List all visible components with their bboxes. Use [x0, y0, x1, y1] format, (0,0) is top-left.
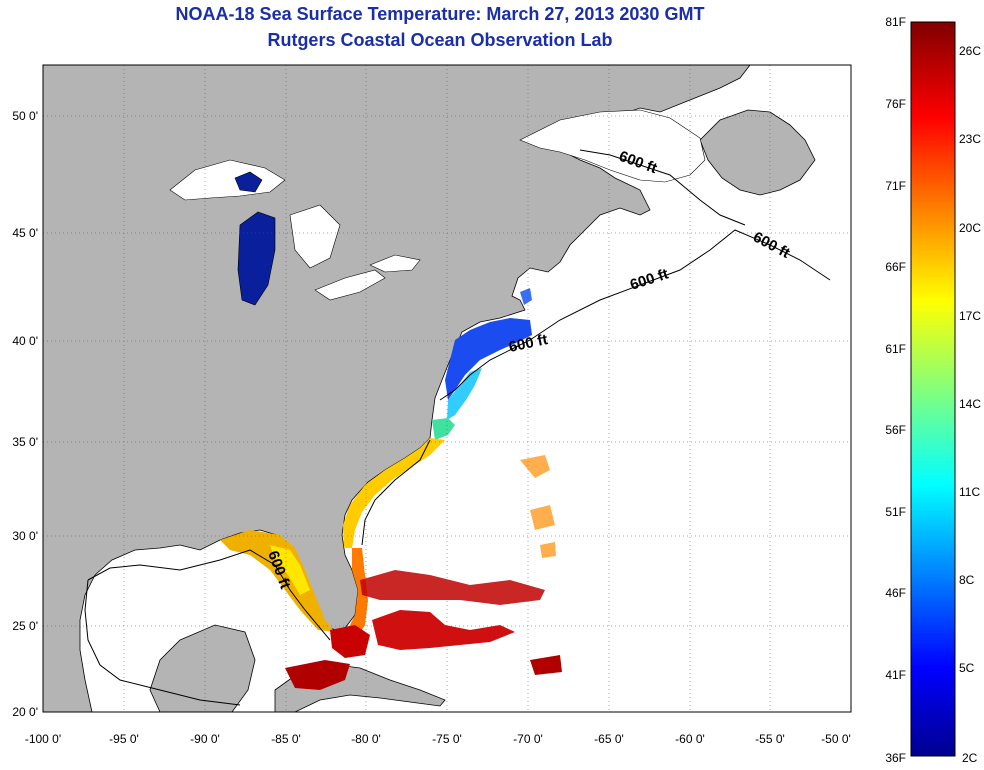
lon-tick-label: -80 0' [351, 732, 381, 746]
sst-cold-shelf [445, 318, 532, 400]
colorbar-gradient [910, 21, 956, 757]
lat-tick-label: 40 0' [12, 334, 38, 348]
lat-tick-label: 45 0' [12, 226, 38, 240]
lat-tick-label: 20 0' [12, 705, 38, 719]
sst-nantucket [520, 288, 532, 305]
colorbar-f-label: 56F [885, 423, 906, 437]
lat-tick-label: 35 0' [12, 435, 38, 449]
graticule [43, 65, 851, 712]
sst-caribbean [285, 655, 562, 690]
sst-southeast-shelf [343, 438, 445, 548]
colorbar-f-label: 76F [885, 97, 906, 111]
colorbar-c-label: 20C [959, 221, 981, 235]
great-lakes [169, 159, 421, 306]
lon-tick-label: -55 0' [755, 732, 785, 746]
sst-florida-atlantic [345, 548, 368, 640]
lat-tick-label: 50 0' [12, 109, 38, 123]
contour-600ft [84, 149, 831, 706]
colorbar-f-label: 81F [885, 15, 906, 29]
colorbar-f-label: 36F [885, 751, 906, 765]
sst-cool-shelf [447, 368, 482, 420]
sst-bahamas [372, 610, 515, 650]
sst-hatteras [432, 418, 455, 440]
colorbar-f-label: 61F [885, 342, 906, 356]
colorbar-f-label: 51F [885, 505, 906, 519]
lon-axis: -100 0' -95 0' -90 0' -85 0' -80 0' -75 … [25, 732, 851, 746]
colorbar-c-label: 11C [959, 485, 980, 499]
sst-gulf-shelf [220, 530, 335, 632]
colorbar-c-label: 14C [959, 397, 981, 411]
colorbar: 81F 76F 71F 66F 61F 56F 51F 46F 41F 36F … [885, 15, 981, 765]
lat-axis: 50 0' 45 0' 40 0' 35 0' 30 0' 25 0' 20 0… [12, 109, 38, 719]
gulf-of-st-lawrence [519, 109, 706, 183]
yucatan-land [149, 624, 256, 712]
colorbar-c-label: 2C [962, 751, 978, 765]
map-subtitle: Rutgers Coastal Ocean Observation Lab [267, 30, 613, 50]
colorbar-f-label: 66F [885, 260, 906, 274]
lat-tick-label: 25 0' [12, 619, 38, 633]
colorbar-c-label: 26C [959, 44, 981, 58]
sst-florida-straits [330, 625, 370, 658]
lon-tick-label: -60 0' [675, 732, 705, 746]
lon-tick-label: -50 0' [821, 732, 851, 746]
sst-atlantic-red-scatter [360, 570, 545, 605]
colorbar-f-label: 46F [885, 586, 906, 600]
colorbar-f-label: 71F [885, 179, 906, 193]
colorbar-c-label: 8C [959, 573, 975, 587]
map-frame [42, 64, 852, 713]
lon-tick-label: -90 0' [190, 732, 220, 746]
colorbar-f-label: 41F [885, 668, 906, 682]
lon-tick-label: -85 0' [271, 732, 301, 746]
colorbar-c-label: 17C [959, 309, 981, 323]
sst-atlantic-orange-scatter [520, 455, 556, 558]
colorbar-c-label: 5C [959, 661, 975, 675]
sst-gulf-shelf-yellow [270, 545, 310, 595]
lon-tick-label: -65 0' [594, 732, 624, 746]
lon-tick-label: -75 0' [432, 732, 462, 746]
lon-tick-label: -95 0' [109, 732, 139, 746]
map-title: NOAA-18 Sea Surface Temperature: March 2… [175, 4, 705, 24]
newfoundland-land [699, 109, 816, 196]
colorbar-c-label: 23C [959, 132, 981, 146]
lat-tick-label: 30 0' [12, 529, 38, 543]
lon-tick-label: -70 0' [513, 732, 543, 746]
lon-tick-label: -100 0' [25, 732, 61, 746]
